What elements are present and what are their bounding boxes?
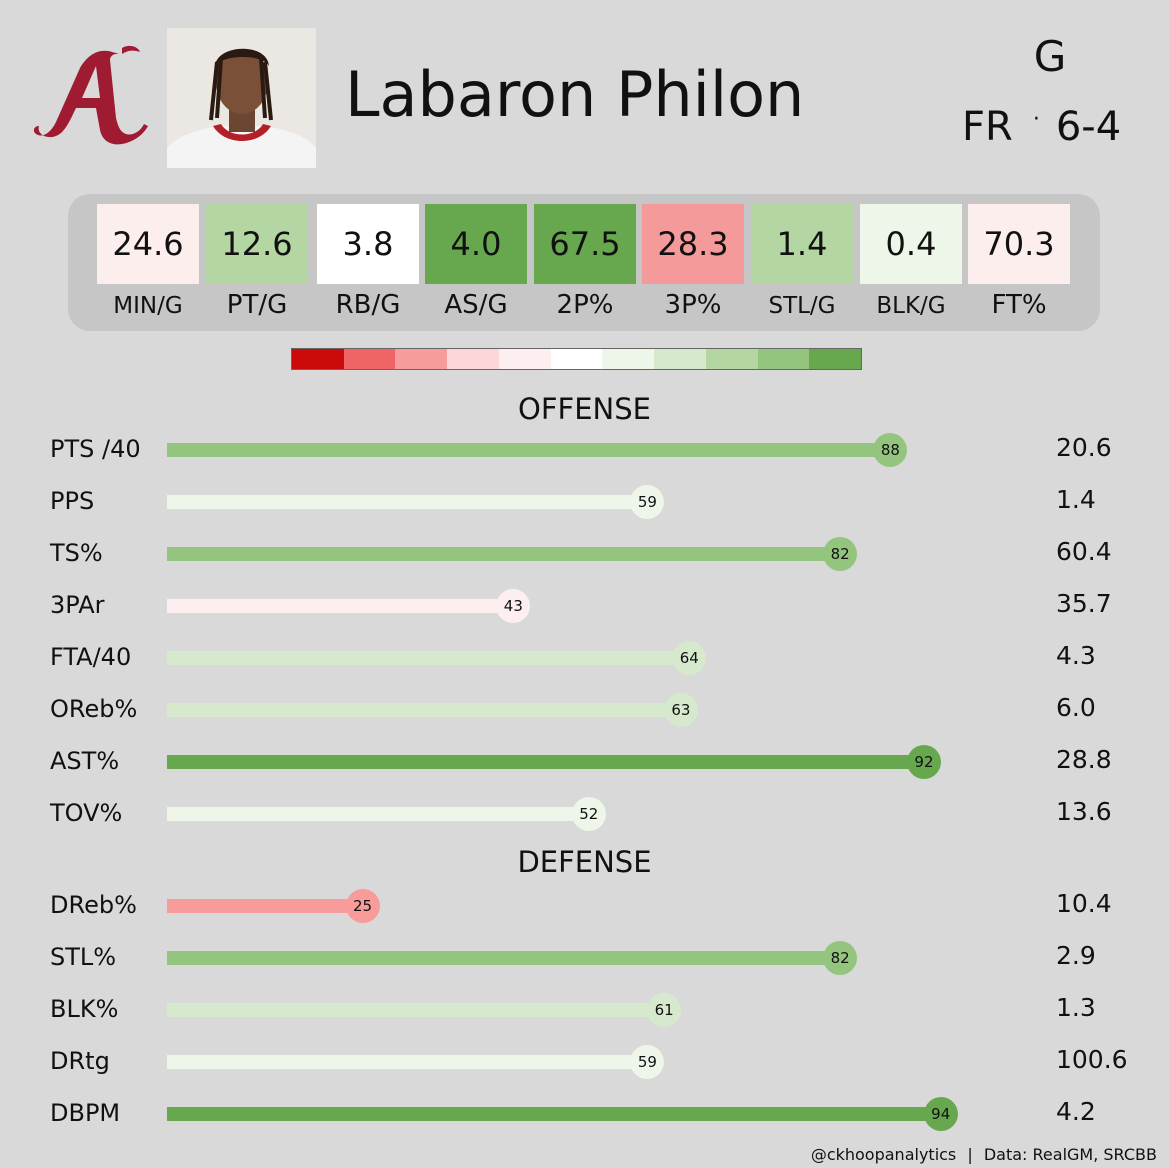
percentile-marker: 92 — [906, 745, 941, 779]
player-position: G — [1033, 32, 1067, 81]
percentile-bar — [167, 755, 924, 769]
percentile-bar — [167, 651, 690, 665]
stat-label: STL/G — [768, 293, 836, 319]
stat-label: PT/G — [226, 290, 288, 320]
percentile-marker: 88 — [873, 433, 908, 467]
stat-value-box: 70.3 — [968, 204, 1070, 284]
legend-swatch — [602, 349, 655, 369]
metric-value: 13.6 — [1056, 797, 1112, 826]
defense-title: DEFENSE — [517, 845, 652, 879]
percentile-bar — [167, 443, 891, 457]
legend-swatch — [705, 349, 758, 369]
metric-label: PTS /40 — [50, 435, 141, 463]
stat-value-box: 12.6 — [206, 204, 308, 284]
class-height: FR · 6-4 — [962, 104, 1152, 150]
separator-dot: · — [1032, 107, 1040, 132]
metric-label: PPS — [50, 487, 95, 515]
legend-swatch — [757, 349, 810, 369]
stat-value-box: 1.4 — [751, 204, 853, 284]
stat-label: RB/G — [335, 290, 401, 320]
footer: @ckhoopanalytics | Data: RealGM, SRCBB — [811, 1145, 1157, 1164]
percentile-marker: 94 — [923, 1097, 958, 1131]
metric-label: STL% — [50, 943, 117, 971]
metric-label: TS% — [50, 539, 103, 567]
metric-label: BLK% — [50, 995, 119, 1023]
metric-label: TOV% — [50, 799, 123, 827]
metric-value: 1.4 — [1056, 485, 1096, 514]
metric-label: 3PAr — [50, 591, 105, 619]
legend-swatch — [809, 349, 862, 369]
stat-label: BLK/G — [876, 293, 946, 319]
alabama-logo-icon — [30, 40, 160, 160]
metric-label: DBPM — [50, 1099, 121, 1127]
percentile-bar — [167, 599, 514, 613]
legend-swatch — [292, 349, 344, 369]
metric-value: 2.9 — [1056, 941, 1096, 970]
percentile-marker: 52 — [571, 797, 606, 831]
percentile-marker: 59 — [630, 485, 665, 519]
percentile-marker: 25 — [345, 889, 380, 923]
stat-value-box: 3.8 — [317, 204, 419, 284]
player-headshot-icon — [167, 28, 316, 168]
player-class: FR — [962, 104, 1013, 150]
percentile-bar — [167, 495, 648, 509]
percentile-bar — [167, 1003, 665, 1017]
footer-credit: @ckhoopanalytics — [810, 1145, 957, 1164]
metric-value: 100.6 — [1056, 1045, 1128, 1074]
percentile-marker: 61 — [647, 993, 682, 1027]
metric-value: 28.8 — [1056, 745, 1112, 774]
legend-swatch — [447, 349, 499, 369]
percentile-bar — [167, 547, 841, 561]
legend-swatch — [654, 349, 706, 369]
percentile-bar — [167, 899, 363, 913]
stat-label: MIN/G — [113, 293, 183, 319]
percentile-bar — [167, 1107, 941, 1121]
stat-value-box: 28.3 — [642, 204, 744, 284]
stat-label: AS/G — [444, 290, 508, 320]
stat-value-box: 4.0 — [425, 204, 527, 284]
percentile-bar — [167, 807, 589, 821]
stat-label: 2P% — [556, 290, 614, 320]
color-scale-legend — [291, 348, 862, 370]
stat-value-box: 24.6 — [97, 204, 199, 284]
metric-value: 1.3 — [1056, 993, 1096, 1022]
legend-swatch — [395, 349, 448, 369]
percentile-marker: 64 — [672, 641, 707, 675]
percentile-marker: 63 — [663, 693, 698, 727]
legend-swatch — [498, 349, 551, 369]
stat-label: FT% — [991, 290, 1047, 320]
metric-value: 60.4 — [1056, 537, 1112, 566]
metric-label: OReb% — [50, 695, 138, 723]
stat-value-box: 67.5 — [534, 204, 636, 284]
footer-divider: | — [967, 1145, 973, 1164]
player-height: 6-4 — [1055, 104, 1122, 150]
percentile-marker: 82 — [823, 941, 858, 975]
offense-title: OFFENSE — [518, 392, 651, 426]
metric-label: FTA/40 — [50, 643, 132, 671]
percentile-marker: 59 — [630, 1045, 665, 1079]
stats-panel: 24.6 MIN/G 12.6 PT/G 3.8 RB/G 4.0 AS/G 67.5 2P% 28… — [68, 194, 1100, 331]
metric-label: DRtg — [50, 1047, 110, 1075]
metric-value: 10.4 — [1056, 889, 1112, 918]
legend-swatch — [343, 349, 396, 369]
metric-label: AST% — [50, 747, 120, 775]
percentile-bar — [167, 1055, 648, 1069]
percentile-marker: 82 — [823, 537, 858, 571]
metric-value: 4.2 — [1056, 1097, 1096, 1126]
footer-source: Data: RealGM, SRCBB — [983, 1145, 1157, 1164]
percentile-bar — [167, 703, 681, 717]
stat-label: 3P% — [664, 290, 722, 320]
metric-value: 35.7 — [1056, 589, 1112, 618]
metric-value: 20.6 — [1056, 433, 1112, 462]
metric-value: 6.0 — [1056, 693, 1096, 722]
percentile-bar — [167, 951, 841, 965]
percentile-marker: 43 — [496, 589, 531, 623]
legend-swatch — [550, 349, 603, 369]
metric-value: 4.3 — [1056, 641, 1096, 670]
stat-value-box: 0.4 — [860, 204, 962, 284]
metric-label: DReb% — [50, 891, 137, 919]
player-name: Labaron Philon — [345, 58, 805, 131]
